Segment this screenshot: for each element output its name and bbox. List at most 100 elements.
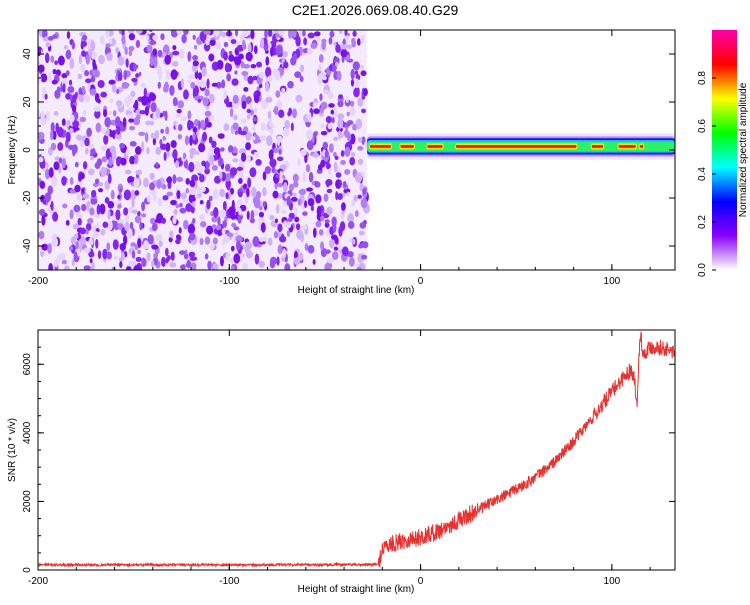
noise-speckle bbox=[183, 89, 189, 100]
noise-speckle bbox=[79, 235, 87, 247]
noise-speckle bbox=[282, 248, 287, 259]
noise-speckle bbox=[107, 220, 113, 231]
noise-speckle bbox=[61, 175, 67, 186]
noise-speckle bbox=[315, 36, 321, 42]
noise-speckle bbox=[258, 71, 266, 79]
noise-speckle bbox=[165, 247, 169, 257]
noise-speckle bbox=[79, 116, 87, 123]
noise-speckle bbox=[349, 107, 356, 117]
noise-speckle bbox=[107, 210, 111, 220]
noise-speckle bbox=[293, 53, 298, 62]
noise-speckle bbox=[197, 72, 203, 81]
noise-speckle bbox=[188, 251, 196, 258]
noise-speckle bbox=[313, 108, 320, 115]
noise-speckle bbox=[134, 190, 140, 196]
noise-speckle bbox=[350, 152, 356, 157]
noise-speckle bbox=[312, 153, 320, 158]
noise-speckle bbox=[128, 261, 136, 269]
noise-speckle bbox=[117, 194, 121, 200]
noise-speckle bbox=[113, 255, 119, 260]
noise-speckle bbox=[69, 177, 74, 185]
noise-speckle bbox=[354, 210, 359, 217]
noise-speckle bbox=[109, 98, 114, 104]
noise-speckle bbox=[137, 238, 142, 249]
noise-speckle bbox=[157, 81, 161, 89]
noise-speckle bbox=[85, 147, 89, 155]
noise-speckle bbox=[291, 108, 297, 119]
noise-speckle bbox=[129, 156, 136, 165]
noise-speckle bbox=[123, 69, 128, 81]
noise-speckle bbox=[281, 209, 287, 215]
noise-speckle bbox=[50, 55, 55, 63]
noise-speckle bbox=[288, 183, 295, 192]
noise-speckle bbox=[128, 118, 135, 123]
noise-speckle bbox=[281, 88, 286, 93]
noise-speckle bbox=[357, 136, 363, 143]
noise-speckle bbox=[232, 94, 239, 104]
noise-speckle bbox=[292, 181, 299, 188]
noise-speckle bbox=[272, 190, 279, 199]
noise-speckle bbox=[208, 53, 215, 62]
noise-speckle bbox=[85, 54, 90, 65]
noise-speckle bbox=[154, 218, 159, 223]
noise-speckle bbox=[319, 93, 323, 101]
noise-speckle bbox=[189, 153, 194, 160]
noise-speckle bbox=[230, 245, 235, 252]
noise-speckle bbox=[208, 93, 215, 104]
snr-x-axis-label: Height of straight line (km) bbox=[298, 584, 415, 595]
noise-speckle bbox=[341, 246, 349, 256]
noise-speckle bbox=[255, 159, 262, 166]
colorbar-gradient bbox=[712, 30, 737, 270]
noise-speckle bbox=[242, 183, 248, 190]
noise-speckle bbox=[119, 260, 123, 269]
noise-speckle bbox=[83, 265, 91, 270]
noise-speckle bbox=[90, 147, 96, 156]
noise-speckle bbox=[256, 61, 263, 68]
noise-speckle bbox=[241, 71, 249, 76]
noise-speckle bbox=[85, 228, 89, 235]
noise-speckle bbox=[89, 207, 95, 216]
noise-speckle bbox=[240, 61, 245, 69]
noise-speckle bbox=[67, 85, 75, 94]
noise-speckle bbox=[258, 205, 263, 211]
noise-speckle bbox=[161, 184, 167, 190]
noise-speckle bbox=[41, 215, 46, 226]
noise-speckle bbox=[357, 158, 364, 165]
noise-speckle bbox=[317, 74, 323, 85]
noise-speckle bbox=[221, 228, 226, 236]
noise-speckle bbox=[253, 209, 259, 217]
noise-speckle bbox=[84, 137, 90, 147]
noise-speckle bbox=[171, 30, 178, 38]
colorbar-label: Normalized spectral amplitude bbox=[738, 82, 749, 217]
noise-speckle bbox=[95, 122, 102, 133]
noise-speckle bbox=[320, 241, 325, 251]
noise-speckle bbox=[357, 97, 364, 107]
noise-speckle bbox=[330, 109, 335, 115]
noise-speckle bbox=[177, 133, 183, 140]
noise-speckle bbox=[68, 127, 74, 134]
noise-speckle bbox=[216, 59, 224, 70]
noise-speckle bbox=[245, 142, 252, 151]
noise-speckle bbox=[65, 70, 70, 76]
noise-speckle bbox=[252, 117, 258, 122]
noise-speckle bbox=[226, 232, 234, 237]
colorbar-tick-label: 0.2 bbox=[697, 215, 708, 229]
noise-speckle bbox=[251, 126, 256, 132]
noise-speckle bbox=[277, 192, 283, 199]
noise-speckle bbox=[172, 149, 178, 160]
noise-speckle bbox=[178, 250, 186, 255]
noise-speckle bbox=[347, 221, 355, 229]
noise-speckle bbox=[327, 91, 334, 100]
noise-speckle bbox=[97, 98, 101, 104]
noise-speckle bbox=[259, 135, 267, 142]
noise-speckle bbox=[111, 83, 117, 94]
noise-speckle bbox=[297, 198, 302, 206]
noise-speckle bbox=[38, 208, 46, 216]
noise-speckle bbox=[192, 126, 198, 133]
noise-speckle bbox=[362, 188, 367, 195]
noise-speckle bbox=[265, 77, 269, 83]
noise-speckle bbox=[71, 104, 77, 113]
noise-speckle bbox=[69, 209, 74, 220]
noise-speckle bbox=[242, 262, 248, 270]
